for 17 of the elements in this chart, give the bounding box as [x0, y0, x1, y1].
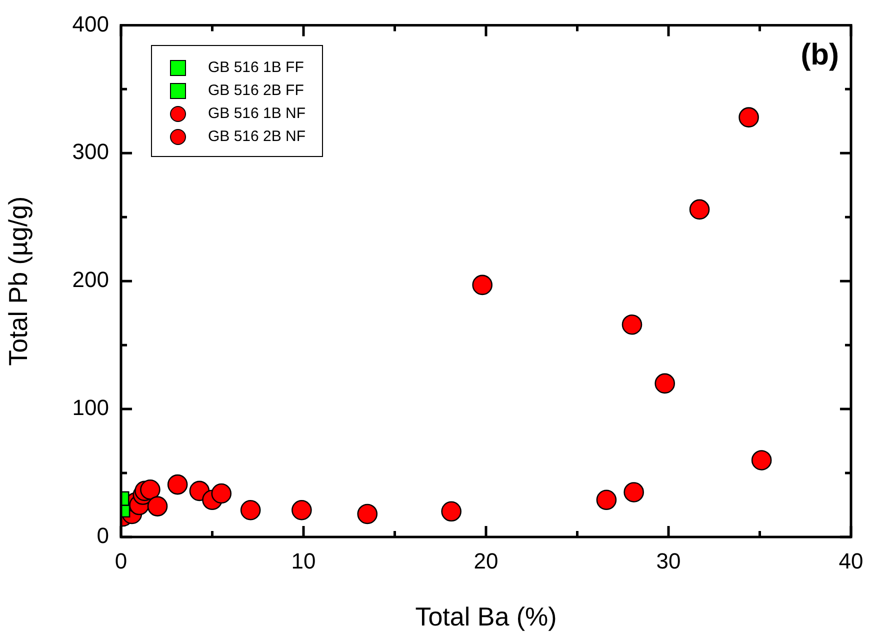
y-tick-label: 0 — [96, 523, 109, 548]
legend-label: GB 516 1B NF — [208, 105, 306, 122]
x-tick-label: 10 — [291, 548, 316, 574]
x-axis-title: Total Ba (%) — [415, 602, 557, 632]
y-tick-label: 100 — [72, 395, 109, 420]
x-tick-label: 40 — [838, 548, 864, 574]
legend-label: GB 516 1B FF — [208, 59, 304, 76]
legend-label: GB 516 2B FF — [208, 82, 304, 100]
x-tick-label: 30 — [656, 548, 681, 574]
legend-label: GB 516 2B NF — [208, 128, 306, 146]
y-axis-title: Total Pb (µg/g) — [2, 196, 33, 366]
y-tick-label: 200 — [72, 267, 109, 292]
annotation: (b) — [800, 38, 839, 72]
y-tick-label: 300 — [72, 139, 109, 164]
x-tick-label: 0 — [114, 548, 128, 574]
x-tick-label: 20 — [474, 548, 498, 574]
y-tick-label: 400 — [72, 11, 109, 36]
